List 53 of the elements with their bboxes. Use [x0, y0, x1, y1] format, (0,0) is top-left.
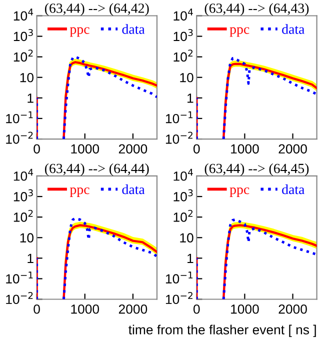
y-tick-label: 1 — [188, 94, 194, 103]
y-tick-label: 10 — [180, 233, 194, 243]
x-tick-label: 0 — [193, 144, 200, 154]
y-tick-label: 10$^{3}$ — [174, 189, 193, 202]
chart-title: (63,44) --> (64,44) — [44, 163, 149, 176]
series-label: ppc — [230, 27, 250, 37]
y-tick-label: 1 — [28, 254, 34, 263]
y-tick-label: 10$^{2}$ — [174, 210, 192, 222]
x-tick-label: 1000 — [71, 144, 100, 154]
y-tick-label: 10$^{−1}$ — [6, 272, 33, 284]
x-tick-label: 2000 — [278, 144, 307, 154]
y-tick-label: 10$^{2}$ — [174, 50, 192, 62]
chart-title: (63,44) --> (64,42) — [44, 3, 149, 16]
y-tick-label: 10$^{−1}$ — [166, 111, 193, 124]
y-tick-label: 10 — [20, 233, 34, 243]
legend-label: ppc — [70, 188, 90, 198]
y-tick-label: 1 — [188, 254, 194, 263]
legend-label: data — [282, 184, 305, 194]
legend-label: data — [282, 24, 305, 34]
x-tick-label: 2000 — [278, 304, 307, 314]
x-tick-label: 0 — [34, 144, 40, 154]
x-tick-label: 2000 — [118, 304, 148, 314]
x-tick-label: 1000 — [231, 304, 259, 314]
chart-title: (63,44) --> (64,45) — [204, 163, 309, 176]
y-tick-label: 10$^{4}$ — [14, 168, 34, 181]
y-tick-label: 10$^{−2}$ — [166, 132, 192, 144]
y-tick-label: 10$^{−2}$ — [6, 292, 33, 304]
y-tick-label: 10$^{−2}$ — [166, 292, 192, 304]
x-tick-label: 1000 — [71, 304, 100, 314]
legend-label: data — [122, 184, 145, 194]
text: ppc — [230, 188, 250, 198]
legend-label: data — [122, 24, 145, 34]
y-tick-label: 10$^{3}$ — [14, 189, 33, 202]
x-tick-label: 0 — [193, 304, 200, 314]
y-tick-label: 10$^{3}$ — [174, 29, 193, 42]
y-tick-label: 10 — [180, 72, 194, 82]
y-tick-label: 10$^{4}$ — [14, 8, 34, 21]
y-tick-label: 10 — [20, 72, 34, 82]
legend-label: ppc — [70, 27, 90, 37]
y-tick-label: 1 — [28, 94, 34, 103]
x-axis-title: time from the flasher event [ ns ] — [128, 324, 316, 338]
y-tick-label: 10$^{−1}$ — [166, 272, 193, 284]
y-tick-label: 10$^{2}$ — [14, 210, 33, 222]
x-tick-label: 1000 — [231, 144, 259, 154]
chart-title: (63,44) --> (64,43) — [204, 3, 309, 16]
y-tick-label: 10$^{4}$ — [174, 168, 193, 181]
x-tick-label: 0 — [34, 304, 40, 314]
y-tick-label: 10$^{3}$ — [14, 29, 33, 42]
y-tick-label: 10$^{4}$ — [174, 8, 193, 21]
y-tick-label: 10$^{−2}$ — [6, 132, 33, 144]
y-tick-label: 10$^{−1}$ — [6, 111, 33, 124]
x-tick-label: 2000 — [118, 144, 148, 154]
y-tick-label: 10$^{2}$ — [14, 50, 33, 62]
